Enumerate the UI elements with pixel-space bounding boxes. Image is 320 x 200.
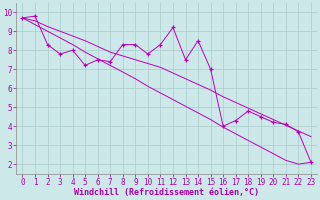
X-axis label: Windchill (Refroidissement éolien,°C): Windchill (Refroidissement éolien,°C) bbox=[74, 188, 259, 197]
